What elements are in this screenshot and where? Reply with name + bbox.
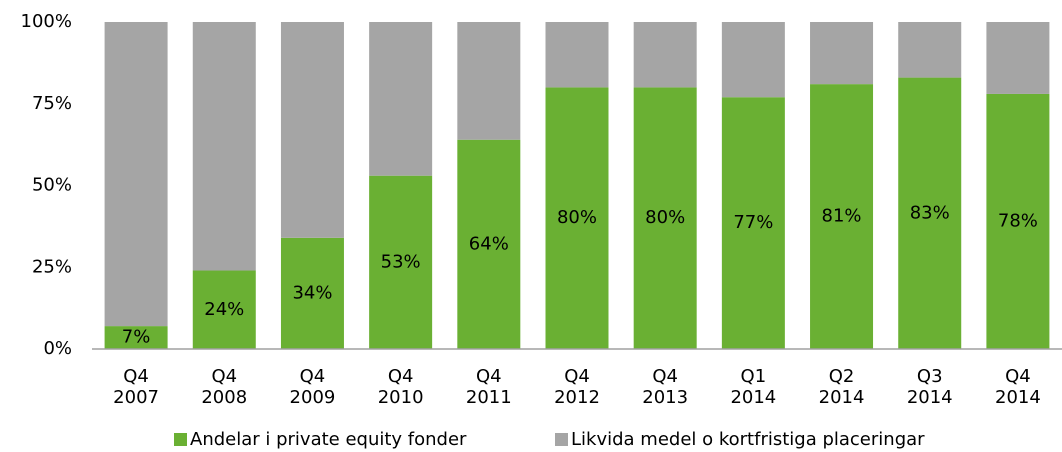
bar-segment <box>545 87 609 350</box>
bar-segment <box>986 93 1050 349</box>
x-tick-label-line: Q4 <box>1005 366 1031 387</box>
legend-swatch <box>555 433 568 446</box>
bar-segment <box>986 22 1050 94</box>
x-tick-label: Q4 2013 <box>642 366 688 408</box>
x-tick-label: Q4 2010 <box>378 366 424 408</box>
x-tick-label: Q4 2014 <box>995 366 1041 408</box>
data-label: 83% <box>910 202 950 223</box>
y-tick-label: 50% <box>32 175 72 196</box>
data-label: 81% <box>822 206 862 227</box>
x-tick-label-line: 2012 <box>554 387 600 408</box>
bar-segment <box>898 22 962 78</box>
x-tick-label-line: Q4 <box>652 366 678 387</box>
bar-segment <box>633 22 697 88</box>
x-tick-label-line: Q4 <box>300 366 326 387</box>
legend-swatch <box>174 433 187 446</box>
data-label: 7% <box>122 327 151 348</box>
x-tick-label-line: Q3 <box>917 366 943 387</box>
bar-segment <box>633 87 697 350</box>
x-tick-label-line: Q4 <box>564 366 590 387</box>
x-tick-label: Q4 2009 <box>290 366 336 408</box>
x-tick-label-line: 2014 <box>730 387 776 408</box>
x-tick-label-line: 2010 <box>378 387 424 408</box>
bar-segment <box>898 77 962 349</box>
bar-segment <box>369 22 433 176</box>
x-tick-label: Q1 2014 <box>730 366 776 408</box>
bar-segment <box>104 22 168 327</box>
x-tick-label-line: Q2 <box>829 366 855 387</box>
y-tick-label: 25% <box>32 256 72 277</box>
x-tick-label-line: 2008 <box>201 387 247 408</box>
data-label: 64% <box>469 233 509 254</box>
x-tick-label-line: Q1 <box>741 366 767 387</box>
x-tick-label-line: 2009 <box>290 387 336 408</box>
data-label: 78% <box>998 210 1038 231</box>
x-tick-label-line: 2013 <box>642 387 688 408</box>
data-label: 24% <box>204 299 244 320</box>
data-label: 53% <box>381 251 421 272</box>
x-tick-label-line: 2014 <box>907 387 953 408</box>
bar-segment <box>280 237 344 349</box>
bar-segment <box>810 22 874 85</box>
y-tick-label: 75% <box>32 93 72 114</box>
y-tick-label: 100% <box>21 11 72 32</box>
bar-segment <box>192 270 256 349</box>
legend-label: Andelar i private equity fonder <box>190 429 467 450</box>
bar-segment <box>369 175 433 349</box>
y-tick-label: 0% <box>43 338 72 359</box>
x-tick-label: Q4 2007 <box>113 366 159 408</box>
bar-segment <box>721 22 785 98</box>
x-tick-label: Q3 2014 <box>907 366 953 408</box>
x-tick-label-line: Q4 <box>388 366 414 387</box>
data-label: 80% <box>645 207 685 228</box>
x-tick-label-line: 2007 <box>113 387 159 408</box>
data-label: 34% <box>292 282 332 303</box>
bar-segment <box>457 22 521 140</box>
bar-segment <box>104 326 168 349</box>
x-tick-label: Q4 2011 <box>466 366 512 408</box>
bar-segment <box>280 22 344 238</box>
x-tick-label: Q2 2014 <box>819 366 865 408</box>
bar-segment <box>721 97 785 350</box>
x-tick-label-line: 2014 <box>819 387 865 408</box>
data-label: 80% <box>557 207 597 228</box>
legend-label: Likvida medel o kortfristiga placeringar <box>571 429 925 450</box>
x-tick-label-line: Q4 <box>211 366 237 387</box>
bar-segment <box>457 139 521 349</box>
x-tick-label-line: 2014 <box>995 387 1041 408</box>
x-tick-label-line: Q4 <box>476 366 502 387</box>
x-tick-label-line: 2011 <box>466 387 512 408</box>
bar-segment <box>810 84 874 349</box>
x-tick-label: Q4 2008 <box>201 366 247 408</box>
bar-segment <box>545 22 609 88</box>
bar-segment <box>192 22 256 271</box>
x-tick-label: Q4 2012 <box>554 366 600 408</box>
x-tick-label-line: Q4 <box>123 366 149 387</box>
data-label: 77% <box>733 212 773 233</box>
